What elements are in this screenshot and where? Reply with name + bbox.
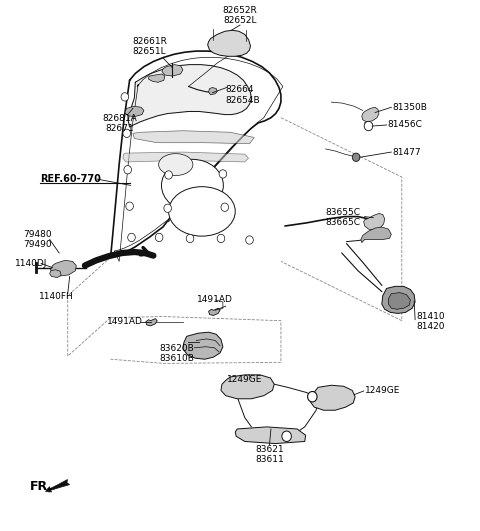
Circle shape [308,391,317,402]
Ellipse shape [168,187,235,236]
Circle shape [123,129,131,138]
Text: 79480
79490: 79480 79490 [24,230,52,249]
Text: 1249GE: 1249GE [227,375,263,384]
Text: 1140DJ: 1140DJ [14,259,47,268]
Text: 82652R
82652L: 82652R 82652L [223,6,257,25]
Text: 1249GE: 1249GE [365,387,400,396]
Text: 82664
82654B: 82664 82654B [226,85,260,105]
Text: 81410
81420: 81410 81420 [416,312,444,331]
Circle shape [156,233,163,242]
Circle shape [221,203,228,211]
Text: 81456C: 81456C [387,121,422,130]
Circle shape [217,234,225,243]
Circle shape [121,93,129,101]
Polygon shape [388,293,410,309]
Circle shape [352,153,360,161]
Ellipse shape [158,153,193,175]
Polygon shape [364,213,384,230]
Text: 82661R
82651L: 82661R 82651L [132,37,167,56]
Circle shape [165,171,172,179]
Polygon shape [146,319,157,326]
Polygon shape [133,131,254,144]
Text: 1491AD: 1491AD [107,317,143,326]
Polygon shape [208,30,251,56]
Circle shape [164,204,171,212]
Polygon shape [221,375,274,399]
Circle shape [364,122,373,131]
Circle shape [282,431,291,441]
Circle shape [219,170,227,178]
Text: REF.60-770: REF.60-770 [40,174,101,184]
Polygon shape [123,152,249,162]
Polygon shape [382,286,415,313]
Text: FR.: FR. [30,479,53,493]
Polygon shape [209,308,220,315]
Text: 83655C
83665C: 83655C 83665C [325,208,360,227]
Polygon shape [183,332,223,359]
Polygon shape [49,270,61,278]
Text: 83620B
83610B: 83620B 83610B [160,344,194,363]
Text: 1140FH: 1140FH [39,292,74,301]
Polygon shape [209,88,217,95]
Polygon shape [362,107,379,122]
Text: 1491AD: 1491AD [197,295,233,304]
Circle shape [246,236,253,244]
Circle shape [126,202,133,210]
Polygon shape [162,65,183,76]
Polygon shape [128,65,252,127]
Text: 82681A
82671: 82681A 82671 [103,114,137,133]
Ellipse shape [161,159,223,211]
Polygon shape [149,74,165,82]
Circle shape [124,166,132,174]
Polygon shape [235,427,306,443]
Circle shape [186,234,194,243]
Polygon shape [361,227,391,243]
Polygon shape [125,106,144,117]
Polygon shape [311,386,355,410]
Text: 81477: 81477 [392,148,421,157]
Circle shape [128,233,135,242]
Text: 83621
83611: 83621 83611 [255,444,284,464]
Polygon shape [50,260,76,276]
Text: 81350B: 81350B [392,103,427,112]
